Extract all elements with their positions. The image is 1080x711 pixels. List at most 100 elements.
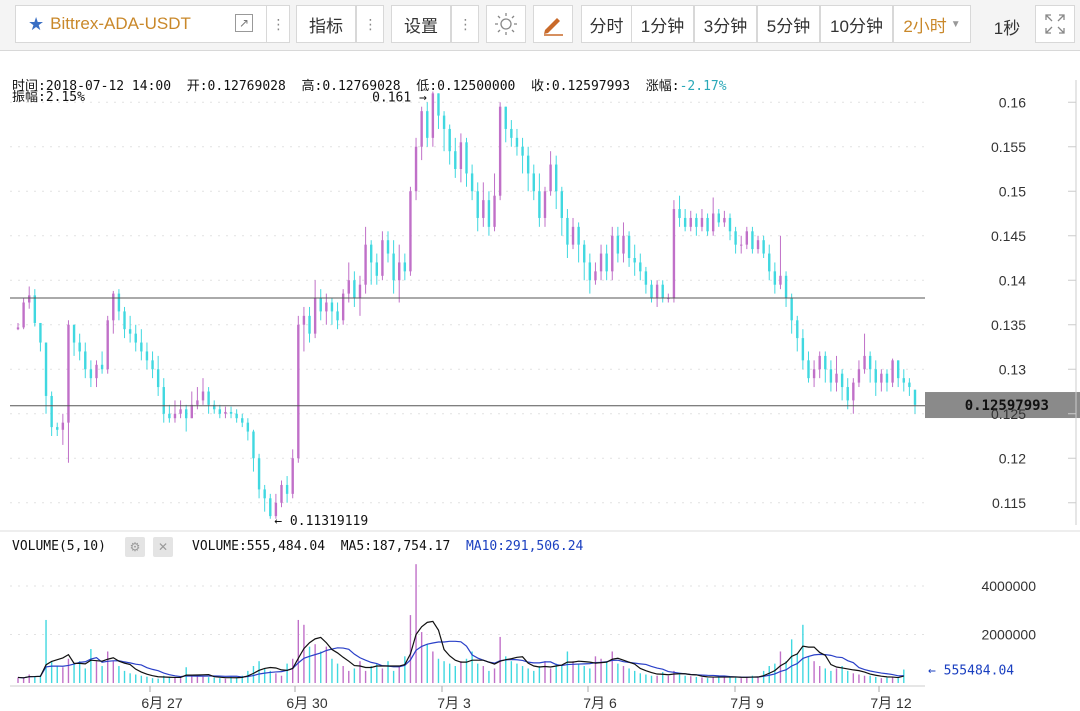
candle-body [420, 111, 423, 147]
interval-tab-3[interactable]: 5分钟 [757, 5, 820, 43]
candle-body [734, 231, 737, 245]
candle-body [616, 235, 620, 254]
pencil-icon [544, 18, 563, 36]
candle-body [504, 106, 507, 129]
price-tick-label: 0.16 [999, 94, 1026, 110]
candle-body [325, 302, 328, 312]
price-tick-label: 0.13 [999, 361, 1026, 377]
candle-body [532, 173, 535, 192]
price-tick-label: 0.115 [992, 495, 1026, 511]
candle-body [605, 253, 608, 272]
candle-body [465, 142, 468, 174]
candle-body [526, 155, 530, 174]
price-tick-label: 0.12 [999, 450, 1026, 466]
candle-body [398, 262, 401, 281]
time-tick-label: 7月 3 [437, 695, 471, 711]
candle-body [728, 217, 732, 232]
volume-values: VOLUME:555,484.04 MA5:187,754.17 MA10:29… [192, 539, 583, 554]
price-tick-label: 0.155 [991, 139, 1026, 155]
external-link-icon[interactable]: ↗ [235, 14, 253, 32]
candle-body [442, 115, 446, 129]
candle-body [538, 191, 541, 218]
candle-body [812, 369, 816, 379]
candle-body [683, 217, 687, 227]
candle-body [639, 262, 642, 272]
candle-body [375, 262, 378, 276]
symbol-menu-button[interactable]: ⋮ [266, 5, 290, 43]
candle-body [482, 200, 485, 218]
interval-dropdown[interactable]: 2小时 ▼ [893, 5, 971, 43]
candle-body [751, 231, 754, 250]
candle-body [297, 324, 300, 459]
interval-tab-1[interactable]: 1分钟 [631, 5, 694, 43]
candle-body [89, 369, 93, 379]
fullscreen-button[interactable] [1035, 5, 1075, 43]
candle-body [555, 164, 558, 192]
gridlines [10, 101, 925, 504]
candle-body [493, 195, 496, 227]
volume-tick-label: 4000000 [981, 578, 1036, 594]
candle-body [700, 217, 704, 227]
interval-tab-2[interactable]: 3分钟 [694, 5, 757, 43]
candle-body [510, 128, 513, 138]
candle-body [235, 413, 238, 419]
candle-body [896, 360, 900, 379]
candle-body [117, 293, 121, 312]
candle-body [39, 322, 42, 343]
candle-body [414, 146, 418, 192]
candle-body [319, 298, 322, 312]
change-value: -2.17% [679, 79, 727, 94]
time-tick-label: 7月 12 [870, 695, 911, 711]
candle-body [852, 382, 855, 401]
candle-body [599, 253, 603, 272]
settings-menu-button[interactable]: ⋮ [451, 5, 479, 43]
candle-body [566, 217, 569, 245]
time-axis: 6月 27 6月 30 7月 3 7月 6 7月 9 7月 12 [10, 685, 925, 711]
volume-close-button[interactable]: ✕ [153, 537, 173, 557]
candle-body [633, 258, 636, 263]
refresh-rate[interactable]: 1秒 [993, 19, 1021, 38]
settings-button[interactable]: 设置 [391, 5, 451, 43]
candle-body [689, 217, 692, 227]
candle-body [622, 235, 625, 254]
candle-body [151, 360, 154, 370]
candle-body [341, 293, 345, 321]
volume-settings-button[interactable]: ⚙ [125, 537, 145, 557]
candle-body [409, 191, 412, 272]
candle-body [67, 324, 70, 423]
candle-body [655, 284, 659, 299]
indicator-button[interactable]: 指标 [296, 5, 356, 43]
volume-current-label: ← 555484.04 [928, 664, 1014, 679]
candle-body [644, 271, 648, 285]
candle-body [672, 209, 676, 299]
candle-body [44, 342, 48, 396]
interval-tab-4[interactable]: 10分钟 [820, 5, 893, 43]
symbol-selector[interactable]: ★ Bittrex-ADA-USDT ↗ [15, 5, 267, 43]
theme-toggle-button[interactable] [486, 5, 526, 43]
candle-body [173, 413, 177, 419]
star-icon[interactable]: ★ [28, 13, 45, 34]
candle-body [768, 253, 771, 272]
amplitude-info: 振幅:2.15% [12, 86, 85, 105]
candle-body [868, 355, 872, 370]
interval-tab-0[interactable]: 分时 [581, 5, 632, 43]
candle-body [336, 311, 339, 321]
candle-body [470, 173, 474, 192]
interval-label: 10分钟 [830, 16, 883, 36]
candle-body [128, 329, 132, 334]
symbol-label: Bittrex-ADA-USDT [50, 14, 191, 33]
candle-body [347, 280, 350, 294]
candle-body [364, 244, 367, 285]
candle-body [358, 284, 362, 299]
candle-body [885, 373, 889, 383]
candle-body [560, 191, 564, 218]
candle-body [437, 93, 440, 116]
candle-body [661, 284, 664, 299]
candle-body [28, 295, 31, 303]
candle-body [756, 240, 760, 250]
draw-tool-button[interactable] [533, 5, 573, 43]
candle-body [61, 422, 65, 430]
indicator-menu-button[interactable]: ⋮ [356, 5, 384, 43]
low-annotation: ← 0.11319119 [274, 514, 368, 529]
